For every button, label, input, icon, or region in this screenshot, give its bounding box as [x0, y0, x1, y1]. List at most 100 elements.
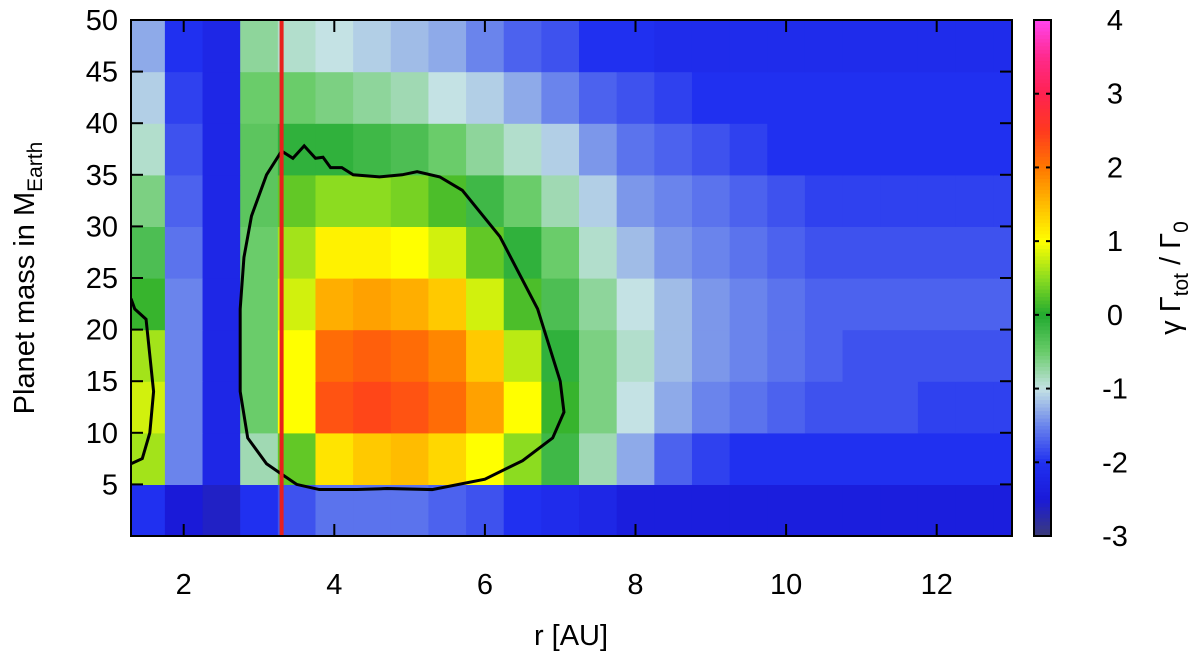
- heatmap-cell: [654, 278, 693, 331]
- colorbar-step: [1034, 112, 1051, 117]
- colorbar-step: [1034, 480, 1051, 485]
- colorbar-step: [1034, 207, 1051, 213]
- heatmap-cell: [691, 432, 731, 485]
- heatmap-cell: [729, 432, 768, 485]
- colorbar-step: [1034, 42, 1051, 47]
- heatmap-cell: [691, 484, 731, 536]
- heatmap-cell: [503, 20, 542, 73]
- heatmap-cell: [993, 278, 1012, 331]
- heatmap-cell: [390, 123, 430, 176]
- colorbar-step: [1034, 278, 1051, 283]
- colorbar-step: [1034, 351, 1051, 356]
- colorbar-step: [1034, 237, 1051, 242]
- colorbar-step: [1034, 259, 1051, 264]
- heatmap-cell: [541, 123, 580, 176]
- heatmap-cell: [729, 278, 768, 331]
- heatmap-cell: [131, 174, 166, 227]
- heatmap-cell: [541, 20, 580, 73]
- x-tick-label: 6: [477, 569, 493, 601]
- heatmap-cell: [767, 432, 806, 485]
- heatmap-cell: [353, 123, 392, 176]
- colorbar-step: [1034, 263, 1051, 268]
- heatmap-cell: [804, 278, 844, 331]
- heatmap-cell: [767, 329, 806, 382]
- colorbar-step: [1034, 495, 1051, 500]
- heatmap-cell: [428, 174, 467, 227]
- heatmap-cell: [579, 381, 618, 434]
- colorbar-step: [1034, 399, 1051, 404]
- colorbar-step: [1034, 204, 1051, 209]
- colorbar-step: [1034, 384, 1051, 390]
- heatmap-cell: [503, 71, 542, 124]
- heatmap-cell: [579, 484, 618, 536]
- heatmap-cell: [729, 20, 768, 73]
- colorbar-step: [1034, 82, 1051, 87]
- colorbar-step: [1034, 392, 1051, 397]
- heatmap-cell: [579, 123, 618, 176]
- heatmap-cell: [353, 20, 392, 73]
- colorbar-step: [1034, 56, 1051, 62]
- heatmap-cell: [955, 484, 994, 536]
- heatmap-cell: [654, 329, 693, 382]
- heatmap-cell: [767, 226, 806, 279]
- heatmap-cell: [955, 226, 994, 279]
- heatmap-cell: [691, 226, 731, 279]
- heatmap-cell: [240, 329, 279, 382]
- colorbar-step: [1034, 222, 1051, 227]
- colorbar-step: [1034, 171, 1051, 176]
- colorbar-step: [1034, 292, 1051, 297]
- colorbar-step: [1034, 488, 1051, 493]
- colorbar-tick-label: 0: [1107, 300, 1123, 332]
- y-tick-label: 30: [86, 211, 118, 243]
- heatmap-cell: [277, 226, 317, 279]
- colorbar-tick-label: 1: [1107, 226, 1123, 258]
- heatmap-cell: [993, 226, 1012, 279]
- colorbar-step: [1034, 281, 1051, 286]
- heatmap-cell: [804, 123, 844, 176]
- colorbar-step: [1034, 156, 1051, 161]
- colorbar-step: [1034, 130, 1051, 135]
- heatmap-cell: [993, 20, 1012, 73]
- heatmap-cell: [503, 226, 542, 279]
- heatmap-cell: [654, 71, 693, 124]
- colorbar-step: [1034, 189, 1051, 194]
- colorbar-step: [1034, 90, 1051, 95]
- heatmap-cell: [315, 381, 354, 434]
- colorbar-step: [1034, 149, 1051, 154]
- heatmap-cell: [729, 484, 768, 536]
- colorbar-step: [1034, 436, 1051, 441]
- colorbar-step: [1034, 300, 1051, 305]
- cb-label-sub: 0: [1170, 221, 1193, 233]
- y-axis-label: Planet mass in MEarth: [9, 142, 47, 415]
- colorbar-step: [1034, 377, 1051, 382]
- heatmap-cell: [277, 329, 317, 382]
- colorbar-step: [1034, 510, 1051, 515]
- colorbar-step: [1034, 174, 1051, 179]
- x-tick-label: 12: [921, 569, 953, 601]
- x-axis-label: r [AU]: [534, 620, 608, 652]
- heatmap-cell: [729, 123, 768, 176]
- heatmap-cell: [767, 381, 806, 434]
- colorbar-step: [1034, 145, 1051, 150]
- colorbar-step: [1034, 410, 1051, 415]
- y-label-sub: Earth: [24, 142, 47, 192]
- heatmap-cell: [955, 123, 994, 176]
- y-tick-label: 45: [86, 57, 118, 89]
- colorbar-step: [1034, 329, 1051, 334]
- heatmap-cell: [804, 20, 844, 73]
- colorbar-step: [1034, 104, 1051, 109]
- heatmap-cell: [917, 226, 957, 279]
- heatmap-cell: [131, 484, 166, 536]
- heatmap-cell: [466, 329, 505, 382]
- colorbar-step: [1034, 388, 1051, 393]
- heatmap-cell: [277, 174, 317, 227]
- heatmap-cell: [131, 381, 166, 434]
- heatmap-cell: [616, 226, 655, 279]
- colorbar-step: [1034, 134, 1051, 139]
- heatmap-cell: [842, 329, 881, 382]
- heatmap-cell: [353, 329, 392, 382]
- heatmap-cell: [315, 329, 354, 382]
- colorbar-step: [1034, 126, 1051, 132]
- colorbar-step: [1034, 108, 1051, 113]
- heatmap-cell: [353, 381, 392, 434]
